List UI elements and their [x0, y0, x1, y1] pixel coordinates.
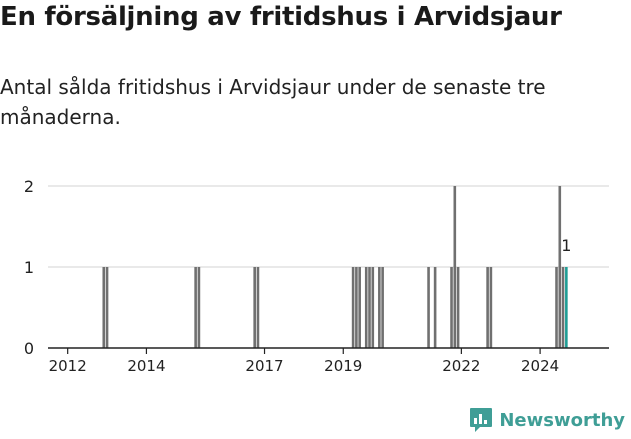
bar-value-label: 1	[561, 236, 571, 255]
bar	[561, 267, 565, 348]
bar	[368, 267, 371, 348]
bar	[378, 267, 381, 348]
x-tick-label: 2017	[245, 357, 283, 375]
bar	[102, 267, 106, 348]
bar	[486, 267, 489, 348]
x-tick-label: 2019	[324, 357, 362, 375]
bar	[565, 267, 568, 348]
bar	[555, 267, 558, 348]
x-tick-label: 2012	[49, 357, 87, 375]
y-tick-label: 2	[24, 177, 34, 196]
y-tick-label: 1	[24, 258, 34, 277]
bar-series	[102, 186, 568, 348]
newsworthy-logo-icon	[470, 408, 493, 432]
bar	[433, 267, 437, 348]
bar	[355, 267, 358, 348]
bar	[194, 267, 197, 348]
bar	[489, 267, 493, 348]
y-axis-ticks: 0 1 2	[24, 177, 34, 358]
chart-subtitle: Antal sålda fritidshus i Arvidsjaur unde…	[0, 75, 546, 129]
bar	[450, 267, 453, 348]
bar	[253, 267, 256, 348]
x-axis: 2012 2014 2017 2019 2022 2024	[48, 347, 609, 375]
bar	[381, 267, 384, 348]
bar	[558, 186, 562, 348]
bar	[197, 267, 201, 348]
bar	[364, 267, 368, 348]
brand-name: Newsworthy	[499, 409, 625, 431]
y-tick-label: 0	[24, 339, 34, 358]
newsworthy-brand: Newsworthy	[469, 407, 625, 433]
x-tick-label: 2024	[521, 357, 559, 375]
bar	[371, 267, 375, 348]
bar	[427, 267, 430, 348]
gridlines	[48, 185, 609, 268]
bar	[358, 267, 361, 348]
bar-chart: 0 1 2 2012 2014 2017 2019 2022 2024 1	[24, 177, 609, 375]
bar	[453, 186, 457, 348]
bar	[256, 267, 260, 348]
x-tick-label: 2022	[442, 357, 480, 375]
bar	[105, 267, 109, 348]
data-labels: 1	[561, 236, 571, 255]
chart-title: En försäljning av fritidshus i Arvidsjau…	[0, 2, 562, 32]
bar	[456, 267, 460, 348]
x-tick-label: 2014	[127, 357, 165, 375]
bar	[351, 267, 355, 348]
